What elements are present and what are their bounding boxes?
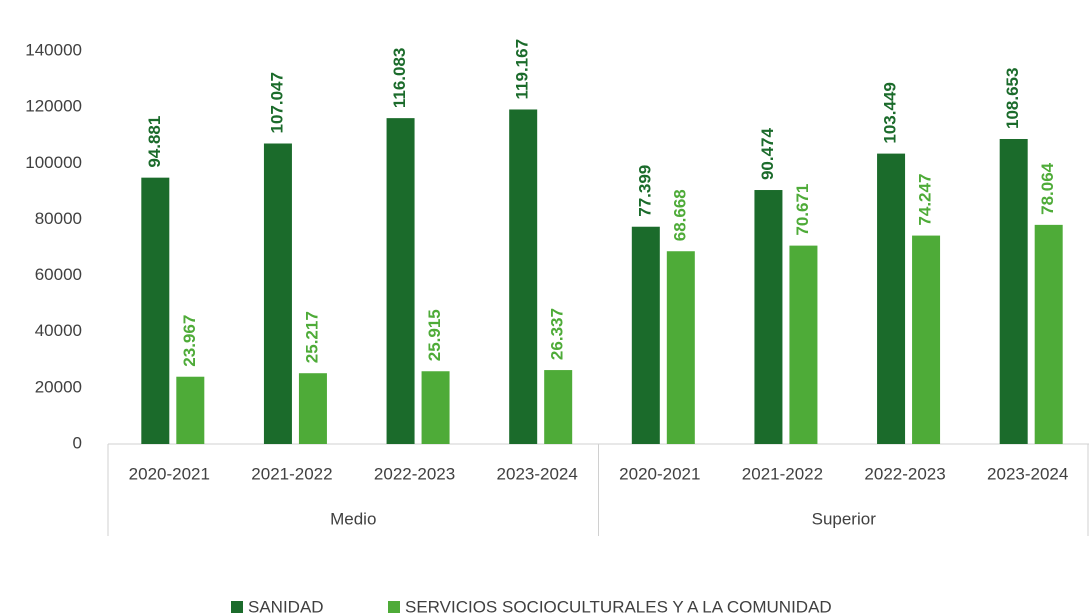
bar bbox=[176, 376, 205, 444]
data-label: 25.915 bbox=[425, 309, 444, 361]
data-label: 116.083 bbox=[390, 48, 409, 109]
data-label: 78.064 bbox=[1038, 162, 1057, 215]
bar bbox=[631, 226, 660, 444]
y-tick-label: 40000 bbox=[35, 321, 82, 340]
data-label: 70.671 bbox=[793, 184, 812, 236]
data-label: 26.337 bbox=[548, 308, 567, 360]
legend-swatch bbox=[388, 601, 400, 613]
bar bbox=[421, 371, 450, 444]
bar bbox=[912, 235, 941, 444]
bar bbox=[754, 190, 783, 444]
group-label: Medio bbox=[330, 509, 376, 528]
y-tick-label: 0 bbox=[73, 433, 82, 452]
bar bbox=[999, 138, 1028, 444]
data-label: 77.399 bbox=[635, 165, 654, 217]
data-label: 68.668 bbox=[670, 189, 689, 241]
bar bbox=[666, 251, 695, 444]
data-label: 94.881 bbox=[145, 116, 164, 168]
y-tick-label: 60000 bbox=[35, 265, 82, 284]
x-tick-label: 2021-2022 bbox=[251, 464, 332, 483]
x-tick-label: 2021-2022 bbox=[742, 464, 823, 483]
y-tick-label: 20000 bbox=[35, 377, 82, 396]
y-tick-label: 140000 bbox=[25, 40, 82, 59]
bar bbox=[509, 109, 538, 445]
data-label: 103.449 bbox=[881, 82, 900, 143]
x-tick-label: 2023-2024 bbox=[497, 464, 578, 483]
data-label: 23.967 bbox=[180, 315, 199, 367]
data-label: 107.047 bbox=[267, 72, 286, 133]
bar bbox=[386, 118, 415, 445]
data-label: 108.653 bbox=[1003, 68, 1022, 129]
x-tick-label: 2020-2021 bbox=[619, 464, 700, 483]
x-tick-label: 2022-2023 bbox=[864, 464, 945, 483]
x-tick-label: 2023-2024 bbox=[987, 464, 1068, 483]
bar bbox=[1034, 224, 1063, 444]
legend-label: SANIDAD bbox=[248, 597, 324, 616]
x-tick-label: 2020-2021 bbox=[129, 464, 210, 483]
bar bbox=[789, 245, 818, 444]
bar bbox=[141, 177, 170, 445]
legend-label: SERVICIOS SOCIOCULTURALES Y A LA COMUNID… bbox=[405, 597, 832, 616]
data-label: 74.247 bbox=[916, 174, 935, 226]
data-label: 90.474 bbox=[758, 127, 777, 180]
group-label: Superior bbox=[812, 509, 877, 528]
bar bbox=[877, 153, 906, 444]
data-label: 119.167 bbox=[513, 39, 532, 100]
bar bbox=[544, 370, 573, 444]
bar bbox=[263, 143, 292, 444]
y-tick-label: 100000 bbox=[25, 153, 82, 172]
legend-swatch bbox=[231, 601, 243, 613]
bar bbox=[298, 373, 327, 444]
y-tick-label: 80000 bbox=[35, 209, 82, 228]
y-tick-label: 120000 bbox=[25, 97, 82, 116]
data-label: 25.217 bbox=[302, 311, 321, 363]
x-tick-label: 2022-2023 bbox=[374, 464, 455, 483]
